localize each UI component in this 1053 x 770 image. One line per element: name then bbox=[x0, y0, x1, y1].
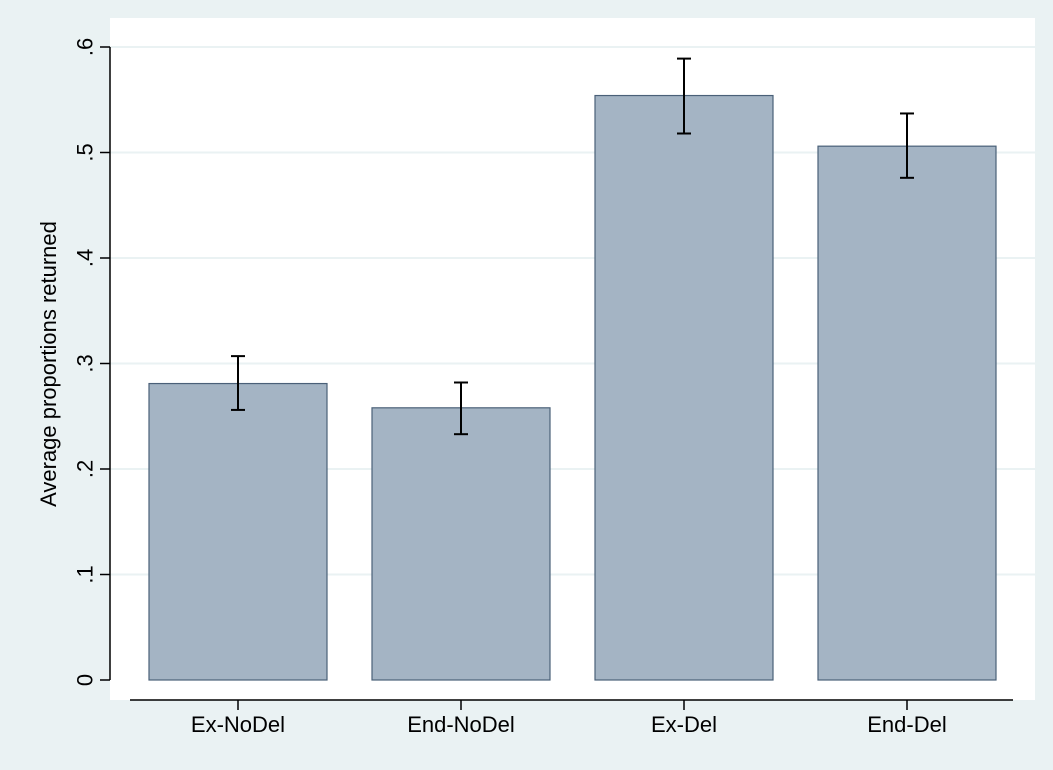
y-axis: 0 .1 .2 .3 .4 .5 .6 bbox=[73, 38, 111, 686]
x-axis: Ex-NoDel End-NoDel Ex-Del End-Del bbox=[130, 699, 1013, 737]
x-tick-label: End-Del bbox=[867, 712, 946, 737]
y-tick-label: .4 bbox=[73, 249, 98, 267]
y-tick-label: .3 bbox=[73, 354, 98, 372]
bar bbox=[371, 407, 551, 681]
error-bars bbox=[231, 57, 914, 436]
bar bbox=[594, 94, 774, 681]
x-tick-label: End-NoDel bbox=[407, 712, 515, 737]
y-tick-label: .1 bbox=[73, 565, 98, 583]
y-axis-title: Average proportions returned bbox=[36, 221, 61, 507]
bars bbox=[148, 94, 997, 681]
y-tick-label: .6 bbox=[73, 38, 98, 56]
y-tick-label: 0 bbox=[73, 674, 98, 686]
y-tick-label: .2 bbox=[73, 460, 98, 478]
bar bbox=[817, 145, 997, 681]
y-tick-label: .5 bbox=[73, 143, 98, 161]
x-tick-label: Ex-Del bbox=[651, 712, 717, 737]
bar bbox=[148, 382, 328, 681]
x-tick-label: Ex-NoDel bbox=[191, 712, 285, 737]
